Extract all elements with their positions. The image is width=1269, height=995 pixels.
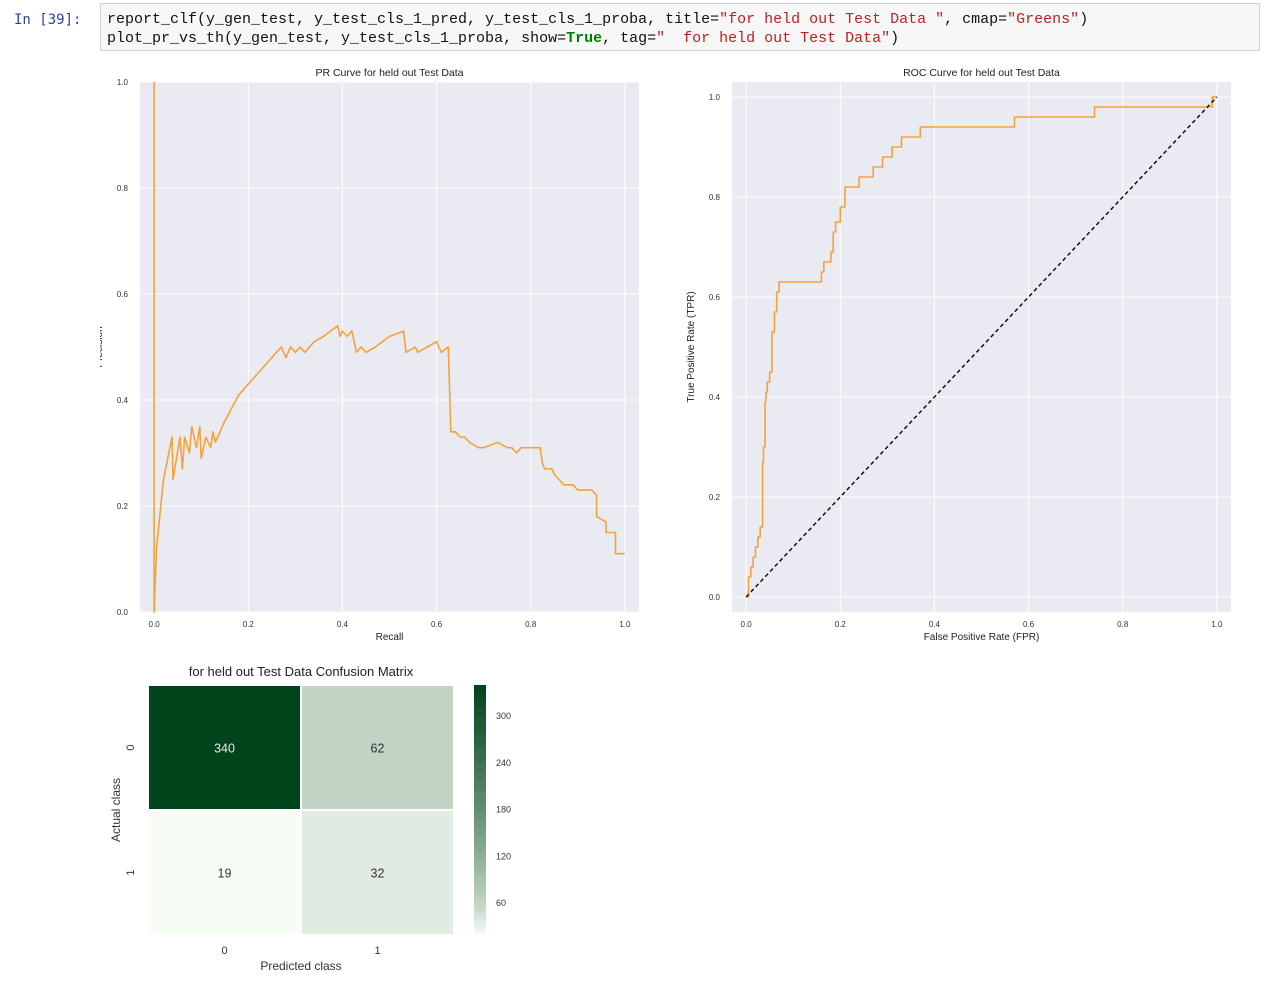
cell-value: 19 [218, 867, 232, 881]
code-line-2: plot_pr_vs_th(y_gen_test, y_test_cls_1_p… [107, 29, 1253, 48]
code-token: ) [1079, 11, 1089, 28]
cell-prompt: In [39]: [14, 12, 82, 28]
colorbar-tick-label: 180 [496, 805, 511, 815]
code-token: report_clf(y_gen_test, y_test_cls_1_pred… [107, 11, 720, 28]
y-tick-label: 0.8 [117, 184, 129, 193]
x-tick-label: 1.0 [619, 620, 631, 629]
x-tick-label: 0 [221, 945, 227, 957]
y-tick-label: 0.4 [117, 396, 129, 405]
code-line-1: report_clf(y_gen_test, y_test_cls_1_pred… [107, 10, 1253, 29]
chart-title: for held out Test Data Confusion Matrix [189, 664, 414, 679]
output-figures: 0.0 0.2 0.4 0.6 0.8 1.0 0.0 0.2 0.4 0.6 0.8 1.0 PR C… [94, 67, 1231, 973]
heatmap-cell [147, 809, 302, 936]
cell-value: 62 [371, 742, 385, 756]
x-tick-label: 0.4 [337, 620, 349, 629]
code-cell-input[interactable]: report_clf(y_gen_test, y_test_cls_1_pred… [100, 3, 1260, 51]
colorbar [474, 685, 486, 935]
code-token: , cmap= [944, 11, 1008, 28]
x-tick-label: 0.0 [149, 620, 161, 629]
x-tick-label: 0.6 [431, 620, 443, 629]
colorbar-tick-label: 240 [496, 758, 511, 768]
x-axis-label: Recall [376, 632, 404, 643]
chart-title: PR Curve for held out Test Data [315, 67, 463, 79]
cell-output: 0.0 0.2 0.4 0.6 0.8 1.0 0.0 0.2 0.4 0.6 0.8 1.0 PR C… [94, 60, 1269, 990]
colorbar-tick-label: 60 [496, 898, 506, 908]
x-tick-label: 0.8 [1117, 620, 1129, 629]
roc-curve-chart: 0.0 0.2 0.4 0.6 0.8 1.0 0.0 0.2 0.4 0.6 0.8 1.0 ROC … [686, 67, 1231, 643]
code-token: True [566, 30, 603, 47]
confusion-matrix-chart: for held out Test Data Confusion Matrix 3… [109, 664, 511, 973]
y-axis-label: True Positive Rate (TPR) [686, 291, 697, 402]
cell-value: 340 [214, 742, 235, 756]
x-tick-label: 0.4 [929, 620, 941, 629]
y-axis-label: Actual class [109, 778, 123, 842]
code-token: ) [890, 30, 900, 47]
colorbar-tick-label: 300 [496, 711, 511, 721]
y-tick-label: 0.2 [709, 493, 721, 502]
y-tick-label: 0 [125, 744, 137, 750]
diagonal-reference-line [745, 96, 1218, 598]
cell-value: 32 [371, 867, 385, 881]
y-axis-label: Precision [100, 326, 105, 367]
code-token: " for held out Test Data" [656, 30, 891, 47]
pr-curve-chart: 0.0 0.2 0.4 0.6 0.8 1.0 0.0 0.2 0.4 0.6 0.8 1.0 PR C… [94, 67, 639, 643]
code-token: "for held out Test Data " [719, 11, 945, 28]
y-tick-label: 0.6 [709, 293, 721, 302]
y-tick-label: 0.0 [709, 593, 721, 602]
x-axis-label: False Positive Rate (FPR) [924, 632, 1040, 643]
colorbar-tick-label: 120 [496, 851, 511, 861]
x-tick-label: 1.0 [1211, 620, 1223, 629]
y-tick-label: 1.0 [117, 78, 129, 87]
y-tick-label: 0.2 [117, 502, 129, 511]
x-tick-label: 0.6 [1023, 620, 1035, 629]
y-tick-label: 0.8 [709, 193, 721, 202]
curve-line [153, 82, 625, 613]
x-tick-label: 0.2 [835, 620, 847, 629]
curve-line [746, 96, 1217, 598]
x-tick-label: 0.2 [243, 620, 255, 629]
y-tick-label: 0.0 [117, 608, 129, 617]
y-tick-label: 0.4 [709, 393, 721, 402]
y-tick-label: 1 [125, 869, 137, 875]
code-token: "Greens" [1007, 11, 1080, 28]
code-token: plot_pr_vs_th(y_gen_test, y_test_cls_1_p… [107, 30, 567, 47]
x-tick-label: 1 [374, 945, 380, 957]
x-tick-label: 0.8 [525, 620, 537, 629]
heatmap-cell [147, 684, 302, 811]
y-tick-label: 1.0 [709, 93, 721, 102]
x-tick-label: 0.0 [741, 620, 753, 629]
y-tick-label: 0.6 [117, 290, 129, 299]
code-token: , tag= [602, 30, 657, 47]
chart-title: ROC Curve for held out Test Data [903, 67, 1060, 79]
x-axis-label: Predicted class [260, 959, 341, 973]
heatmap-cell [300, 809, 455, 936]
plot-area [140, 82, 639, 612]
heatmap-cell [300, 684, 455, 811]
